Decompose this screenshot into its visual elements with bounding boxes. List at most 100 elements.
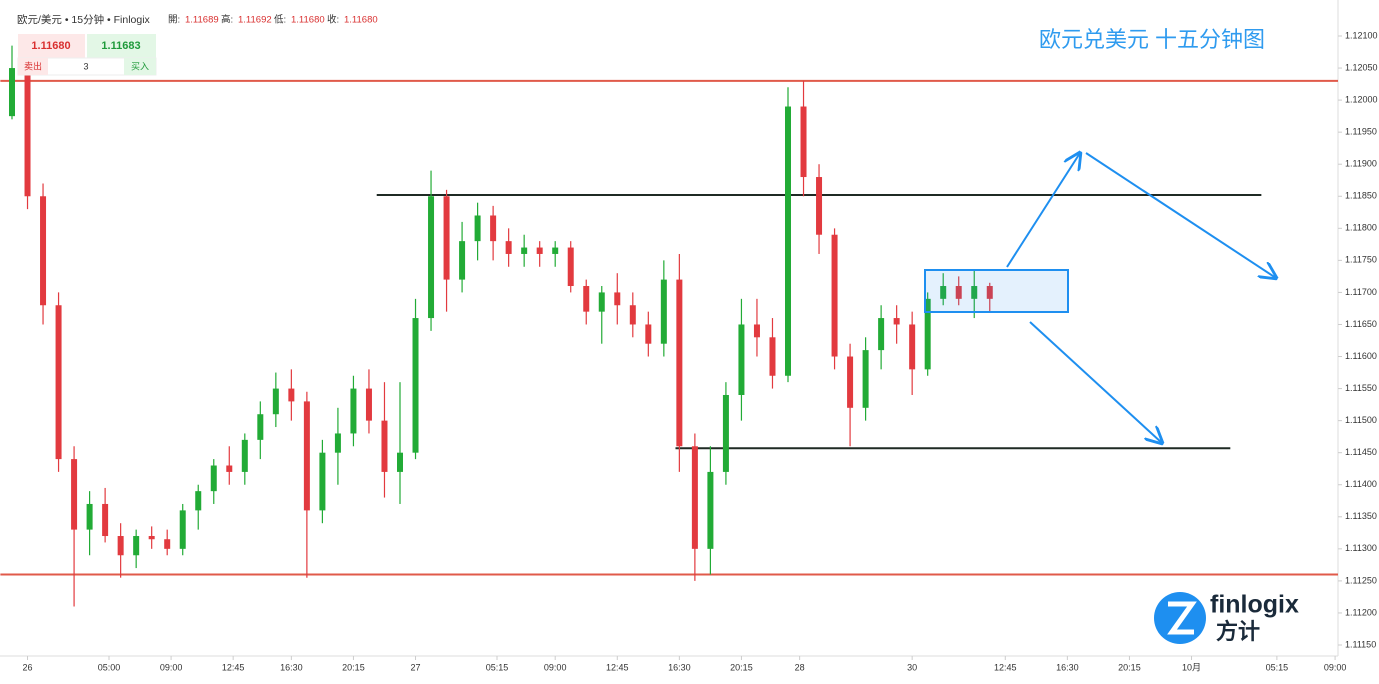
y-tick-label: 1.11350 <box>1345 511 1377 521</box>
x-tick-label: 27 <box>411 662 421 672</box>
logo-name: finlogix <box>1210 591 1299 619</box>
y-tick-label: 1.11900 <box>1345 159 1377 169</box>
x-tick-label: 20:15 <box>1118 662 1141 672</box>
ohlc-header: 開: 1.11689 高: 1.11692 低: 1.11680 收: 1.11680 <box>168 14 378 26</box>
range-box <box>924 269 1069 313</box>
plot-area <box>0 45 1338 607</box>
symbol: 欧元/美元 • 15分钟 • Finlogix <box>17 13 151 26</box>
candle-body <box>459 241 466 280</box>
candle-body <box>257 414 264 440</box>
candle-body <box>769 337 776 376</box>
candle-body <box>505 241 512 254</box>
candle-body <box>86 503 93 530</box>
candle-body <box>862 350 869 408</box>
x-tick-label: 30 <box>907 662 917 672</box>
y-tick-label: 1.12100 <box>1345 30 1378 40</box>
x-tick-label: 26 <box>23 662 33 672</box>
x-tick-label: 12:45 <box>222 662 245 672</box>
arrow-down-right <box>1085 152 1276 278</box>
y-tick-label: 1.11500 <box>1345 415 1377 425</box>
candle-body <box>831 234 838 357</box>
x-tick-label: 09:00 <box>1324 662 1347 672</box>
candle-body <box>148 536 155 540</box>
x-tick-label: 09:00 <box>160 662 183 672</box>
x-tick-label: 16:30 <box>1056 662 1079 672</box>
logo-glyph <box>1167 601 1197 635</box>
buy-btn[interactable] <box>124 58 156 75</box>
candle-body <box>971 286 978 299</box>
candle-body <box>102 503 109 537</box>
buy: 买入 <box>131 61 149 71</box>
candle-body <box>552 247 559 254</box>
ohlc-label: 高: <box>221 14 233 26</box>
y-tick-label: 1.11550 <box>1345 383 1377 393</box>
y-tick-label: 1.11400 <box>1345 479 1377 489</box>
y-tick-label: 1.11300 <box>1345 543 1377 553</box>
candle-body <box>443 196 450 280</box>
candle-body <box>272 388 279 415</box>
chart-title: 欧元兑美元 十五分钟图 <box>1039 27 1265 52</box>
x-tick-label: 05:15 <box>1266 662 1289 672</box>
candle-body <box>629 305 636 325</box>
candle-body <box>893 318 900 325</box>
y-tick-label: 1.11600 <box>1345 351 1377 361</box>
qty: 3 <box>83 61 88 71</box>
ohlc-label: 低: <box>274 14 286 26</box>
x-tick-label: 16:30 <box>668 662 691 672</box>
candle-body <box>241 439 248 472</box>
candle-body <box>117 536 124 556</box>
ask-box[interactable] <box>87 34 156 58</box>
candle-body <box>521 247 528 254</box>
candle-body <box>9 68 15 117</box>
candle-body <box>785 106 791 376</box>
candle-body <box>614 292 621 306</box>
candle-body <box>583 286 590 312</box>
candle-body <box>55 305 62 460</box>
ohlc-value: 1.11692 <box>238 15 272 26</box>
candle-body <box>303 401 310 511</box>
candle-body <box>676 279 683 447</box>
x-tick-label: 05:15 <box>486 662 509 672</box>
candle-body <box>40 196 47 306</box>
bid-box[interactable] <box>18 34 85 58</box>
y-tick-label: 1.12050 <box>1345 62 1378 72</box>
candle-body <box>598 292 605 312</box>
ohlc-value: 1.11680 <box>344 15 378 26</box>
candle-body <box>397 452 403 472</box>
candle-body <box>878 318 885 351</box>
candle-body <box>738 324 745 395</box>
x-tick-label: 16:30 <box>280 662 303 672</box>
candle-body <box>195 491 202 511</box>
x-tick-label: 20:15 <box>730 662 753 672</box>
candle-body <box>986 286 993 299</box>
y-tick-label: 1.11950 <box>1345 127 1377 137</box>
y-tick-label: 1.11150 <box>1345 639 1376 649</box>
candle-body <box>210 465 217 492</box>
ohlc-value: 1.11689 <box>185 15 219 26</box>
candle-body <box>816 177 823 235</box>
x-tick-label: 05:00 <box>98 662 121 672</box>
candle-body <box>753 324 760 338</box>
y-tick-label: 1.11250 <box>1345 575 1377 585</box>
candle-body <box>71 459 78 530</box>
x-tick-label: 10月 <box>1182 662 1201 672</box>
candle-body <box>288 388 295 402</box>
arrow-up <box>1006 153 1080 268</box>
candle-body <box>226 465 233 472</box>
y-tick-label: 1.11700 <box>1345 287 1377 297</box>
candle-body <box>350 388 357 434</box>
y-tick-label: 1.12000 <box>1345 94 1378 104</box>
candle-body <box>645 324 652 344</box>
ohlc-value: 1.11680 <box>291 15 325 26</box>
y-tick-label: 1.11800 <box>1345 223 1377 233</box>
arrow-down <box>1029 321 1162 443</box>
candle-body <box>381 420 388 472</box>
sell-btn[interactable] <box>18 58 48 75</box>
candle-body <box>24 68 31 197</box>
candle-body <box>179 510 186 549</box>
candle-body <box>490 215 497 242</box>
candle-body <box>133 536 140 556</box>
y-tick-label: 1.11750 <box>1345 255 1377 265</box>
candle-body <box>334 433 341 453</box>
